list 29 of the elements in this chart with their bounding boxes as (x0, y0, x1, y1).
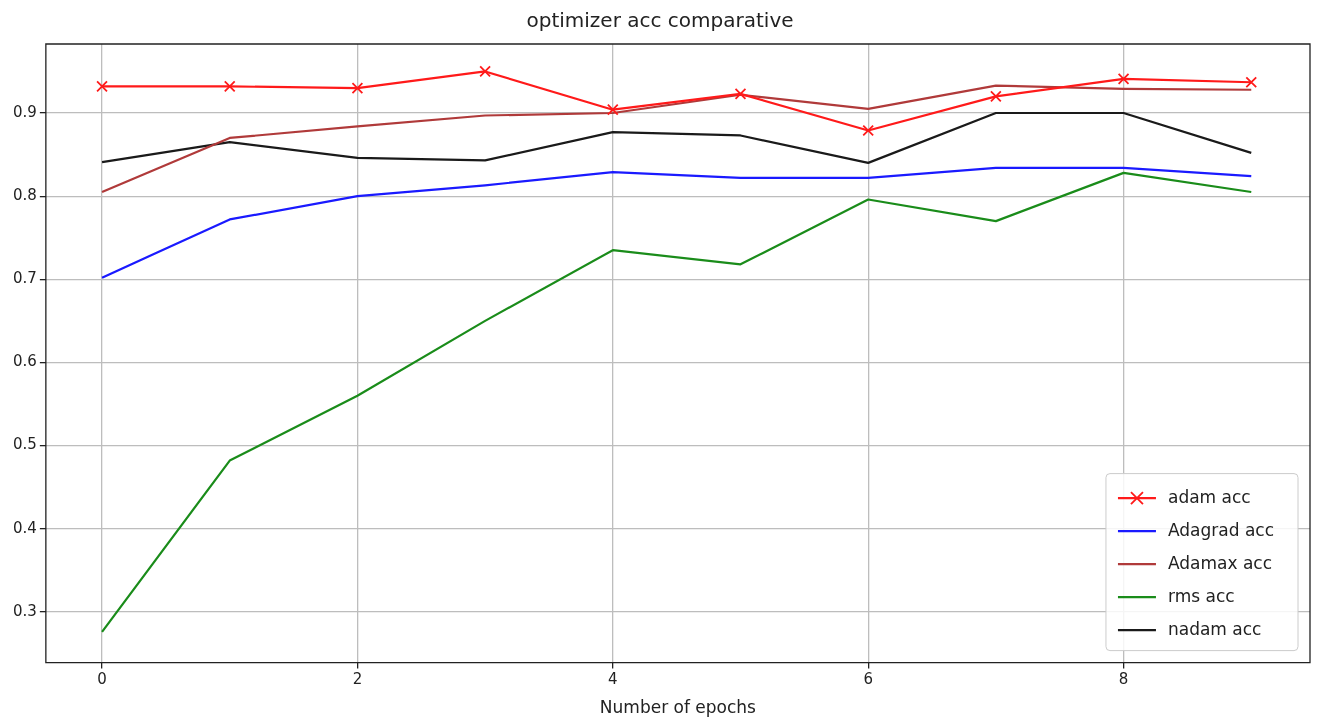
y-tick-label: 0.5 (13, 435, 37, 454)
y-tick-label: 0.7 (13, 269, 37, 288)
point (96, 80, 108, 93)
point (351, 82, 364, 94)
point (1117, 73, 1130, 85)
point (734, 88, 747, 100)
point (990, 90, 1002, 103)
x-tick-label: 4 (608, 670, 618, 689)
legend-label: rms acc (1167, 585, 1235, 606)
legend-label: Adamax acc (1167, 552, 1273, 573)
legend-label: Adagrad acc (1167, 519, 1274, 540)
y-tick-label: 0.6 (13, 352, 37, 371)
chart-title: optimizer acc comparative (526, 8, 794, 33)
x-tick-label: 6 (863, 670, 873, 689)
y-tick-label: 0.3 (13, 601, 37, 620)
x-tick-label: 2 (352, 670, 363, 689)
legend-label: adam acc (1167, 486, 1251, 507)
point (862, 124, 875, 137)
y-tick-label: 0.8 (13, 186, 37, 205)
y-tick-label: 0.9 (13, 102, 37, 121)
point (479, 65, 491, 78)
point (606, 103, 619, 116)
point (223, 80, 236, 93)
x-tick-label: 0 (97, 670, 107, 689)
y-tick-label: 0.4 (13, 518, 37, 537)
legend-label: nadam acc (1167, 618, 1262, 639)
point (1245, 76, 1258, 89)
x-tick-label: 8 (1118, 670, 1129, 689)
x-axis-title: Number of epochs (599, 697, 757, 718)
